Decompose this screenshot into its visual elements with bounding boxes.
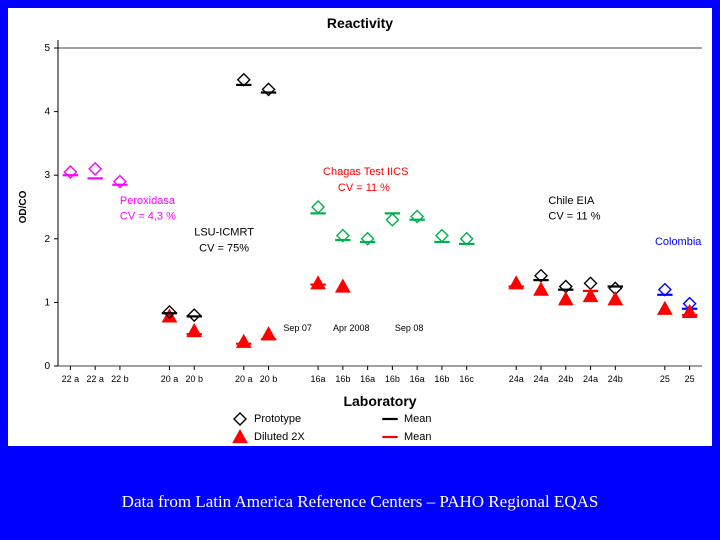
svg-text:16b: 16b	[335, 374, 350, 384]
svg-text:22 a: 22 a	[86, 374, 104, 384]
svg-text:Sep 07: Sep 07	[283, 323, 312, 333]
svg-text:Chagas Test IICS: Chagas Test IICS	[323, 166, 408, 178]
slide-caption: Data from Latin America Reference Center…	[0, 492, 720, 512]
svg-text:25: 25	[685, 374, 695, 384]
svg-text:Colombia: Colombia	[655, 236, 702, 248]
svg-text:CV = 11 %: CV = 11 %	[548, 211, 600, 223]
svg-text:5: 5	[44, 43, 50, 54]
svg-text:20 a: 20 a	[161, 374, 179, 384]
svg-text:1: 1	[44, 297, 50, 308]
svg-text:24a: 24a	[533, 374, 548, 384]
svg-text:22 a: 22 a	[62, 374, 80, 384]
svg-text:CV = 4,3 %: CV = 4,3 %	[120, 211, 176, 223]
svg-text:Reactivity: Reactivity	[327, 15, 393, 31]
svg-text:CV = 75%: CV = 75%	[199, 243, 249, 255]
svg-text:20 b: 20 b	[185, 374, 203, 384]
svg-text:16a: 16a	[360, 374, 375, 384]
svg-text:Apr 2008: Apr 2008	[333, 323, 370, 333]
svg-text:Laboratory: Laboratory	[343, 393, 416, 409]
svg-text:2: 2	[44, 234, 50, 245]
svg-text:4: 4	[44, 107, 50, 118]
svg-text:25: 25	[660, 374, 670, 384]
svg-text:Chile EIA: Chile EIA	[548, 195, 595, 207]
svg-text:20 a: 20 a	[235, 374, 253, 384]
svg-text:Diluted 2X: Diluted 2X	[254, 431, 305, 443]
svg-text:16b: 16b	[434, 374, 449, 384]
svg-text:Mean: Mean	[404, 413, 432, 425]
svg-text:Prototype: Prototype	[254, 413, 301, 425]
svg-text:24a: 24a	[583, 374, 598, 384]
svg-text:OD/CO: OD/CO	[18, 190, 29, 223]
svg-text:16a: 16a	[410, 374, 425, 384]
svg-text:16b: 16b	[385, 374, 400, 384]
svg-text:Sep 08: Sep 08	[395, 323, 424, 333]
svg-text:24a: 24a	[509, 374, 524, 384]
svg-text:CV = 11 %: CV = 11 %	[338, 182, 390, 194]
svg-text:22 b: 22 b	[111, 374, 129, 384]
svg-text:3: 3	[44, 170, 50, 181]
svg-text:24b: 24b	[608, 374, 623, 384]
chart-svg: Reactivity 0 1 2 3 4 5 OD/CO 22 a 22 a 22 b 20 a 20 …	[8, 8, 712, 446]
svg-text:LSU-ICMRT: LSU-ICMRT	[194, 227, 254, 239]
svg-text:16a: 16a	[311, 374, 326, 384]
slide-root: Reactivity 0 1 2 3 4 5 OD/CO 22 a 22 a 22 b 20 a 20 …	[0, 0, 720, 540]
svg-text:0: 0	[44, 361, 50, 372]
svg-text:24b: 24b	[558, 374, 573, 384]
svg-text:20 b: 20 b	[260, 374, 278, 384]
svg-text:Peroxidasa: Peroxidasa	[120, 195, 176, 207]
svg-text:Mean: Mean	[404, 431, 432, 443]
reactivity-chart: Reactivity 0 1 2 3 4 5 OD/CO 22 a 22 a 22 b 20 a 20 …	[8, 8, 712, 446]
svg-text:16c: 16c	[459, 374, 474, 384]
